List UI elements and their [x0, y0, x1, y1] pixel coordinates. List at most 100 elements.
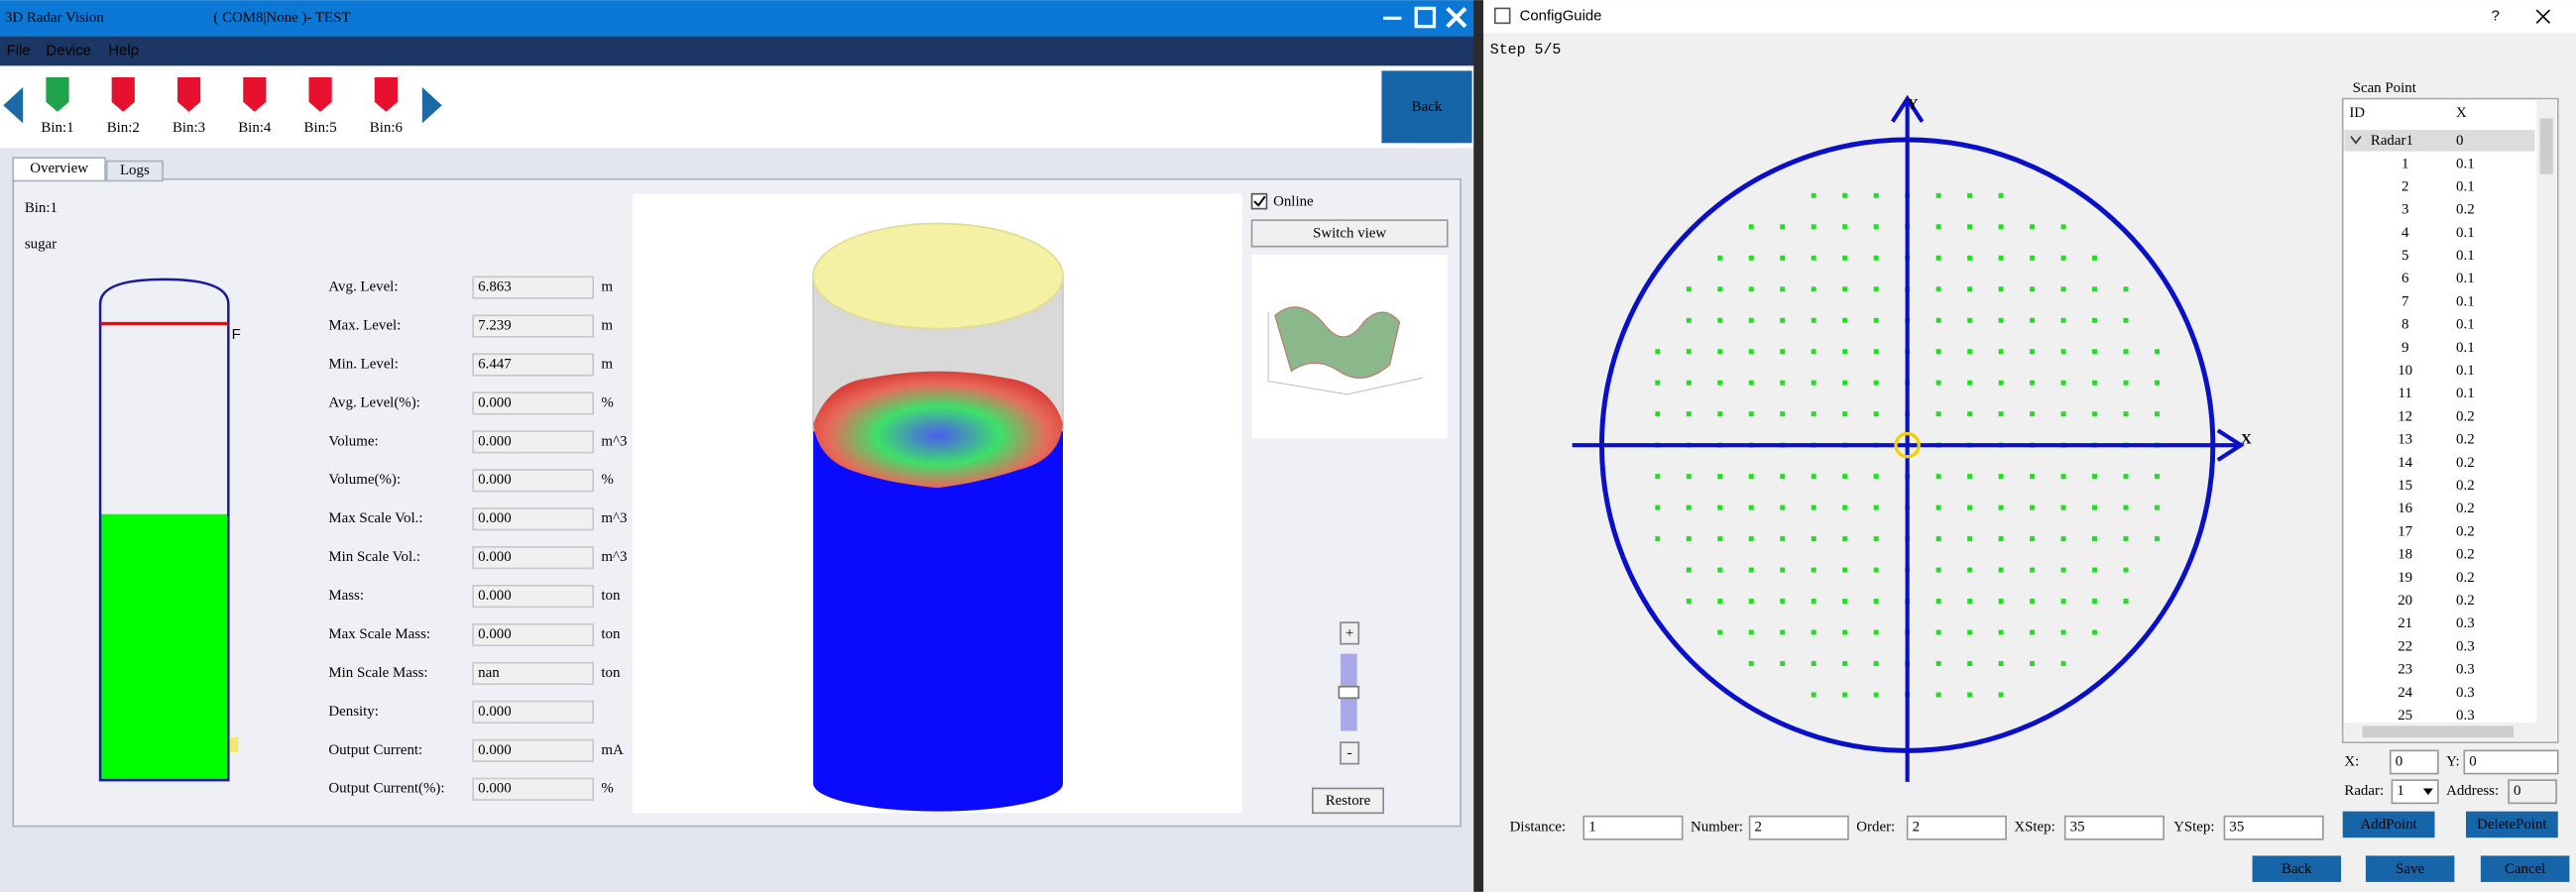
row-id[interactable]: 21	[2398, 615, 2412, 631]
row-id[interactable]: 13	[2398, 432, 2412, 448]
menu-item[interactable]: Help	[108, 43, 139, 58]
row-id[interactable]: 12	[2398, 408, 2412, 424]
row-id[interactable]: 8	[2401, 317, 2408, 333]
row-x[interactable]: 0.1	[2456, 248, 2475, 264]
delete-point-button-label[interactable]: DeletePoint	[2477, 817, 2547, 833]
param-input[interactable]	[1583, 817, 1682, 839]
param-value[interactable]: 35	[2229, 820, 2244, 836]
row-id[interactable]: 9	[2401, 340, 2408, 356]
row-x[interactable]: 0.2	[2456, 547, 2475, 563]
scan-dot	[2061, 224, 2066, 229]
row-x[interactable]: 0.2	[2456, 570, 2475, 586]
param-value[interactable]: 1	[1588, 820, 1595, 836]
row-id[interactable]: 7	[2401, 293, 2409, 309]
row-id[interactable]: 24	[2398, 685, 2412, 701]
row-x[interactable]: 0.2	[2456, 202, 2475, 218]
field-value[interactable]: 0	[2469, 753, 2476, 769]
row-x[interactable]: 0.2	[2456, 593, 2475, 609]
row-id[interactable]: 16	[2398, 501, 2412, 516]
menu-item[interactable]: File	[7, 43, 31, 58]
row-id[interactable]: 15	[2398, 478, 2412, 494]
row-x[interactable]: 0.1	[2456, 363, 2475, 379]
row-id[interactable]: 25	[2398, 708, 2412, 724]
row-x[interactable]: 0.3	[2456, 615, 2475, 631]
switch-view-button-label[interactable]: Switch view	[1313, 226, 1386, 242]
add-point-button-label[interactable]: AddPoint	[2361, 817, 2418, 833]
row-x[interactable]: 0.2	[2456, 455, 2475, 471]
param-value[interactable]: 2	[1913, 820, 1920, 836]
row-id[interactable]: 19	[2398, 570, 2412, 586]
scan-dot	[1812, 411, 1816, 416]
bin-label[interactable]: Bin:1	[41, 120, 73, 136]
row-id[interactable]: 23	[2398, 662, 2412, 678]
scan-dot	[1780, 599, 1785, 604]
param-value[interactable]: 35	[2070, 820, 2085, 836]
row-x[interactable]: 0.2	[2456, 408, 2475, 424]
scan-dot	[1717, 505, 1722, 510]
bin-label[interactable]: Bin:3	[173, 120, 205, 136]
row-id[interactable]: 18	[2398, 547, 2412, 563]
h-scroll-thumb[interactable]	[2363, 725, 2514, 737]
field-value[interactable]: 1	[2397, 783, 2403, 799]
field-label: Max Scale Vol.:	[328, 510, 422, 526]
row-id[interactable]: 6	[2401, 271, 2409, 286]
scan-dot	[1999, 630, 2004, 635]
zoom-handle[interactable]	[1339, 687, 1358, 699]
param-value[interactable]: 2	[1755, 820, 1762, 836]
row-x[interactable]: 0.2	[2456, 432, 2475, 448]
row-id[interactable]: 17	[2398, 523, 2412, 539]
row-id[interactable]: 1	[2401, 156, 2408, 171]
zoom-in-button-label[interactable]: +	[1346, 625, 1353, 641]
row-x[interactable]: 0.1	[2456, 225, 2475, 241]
bin-label[interactable]: Bin:6	[370, 120, 404, 136]
row-x[interactable]: 0.2	[2456, 478, 2475, 494]
row-x[interactable]: 0.3	[2456, 708, 2475, 724]
dialog-button-label[interactable]: Cancel	[2505, 861, 2545, 877]
row-x[interactable]: 0.1	[2456, 293, 2475, 309]
bin-label[interactable]: Bin:5	[304, 120, 337, 136]
tab-label[interactable]: Overview	[30, 161, 88, 176]
help-button[interactable]: ?	[2492, 9, 2500, 25]
row-id[interactable]: 5	[2401, 248, 2408, 264]
row-x[interactable]: 0.2	[2456, 523, 2475, 539]
tab-label[interactable]: Logs	[120, 163, 150, 178]
row-id[interactable]: 11	[2399, 386, 2412, 401]
param-input[interactable]	[1750, 817, 1848, 839]
row-id[interactable]: 4	[2401, 225, 2409, 241]
row-id[interactable]: 10	[2398, 363, 2412, 379]
zoom-out-button-label[interactable]: -	[1347, 745, 1352, 761]
row-x[interactable]: 0.3	[2456, 685, 2475, 701]
row-x[interactable]: 0.2	[2456, 501, 2475, 516]
v-scroll-thumb[interactable]	[2540, 118, 2553, 173]
bin-label[interactable]: Bin:2	[107, 120, 140, 136]
online-label[interactable]: Online	[1273, 193, 1314, 209]
restore-button-label[interactable]: Restore	[1326, 793, 1371, 809]
v-scrollbar[interactable]	[2536, 100, 2556, 723]
row-x[interactable]: 0.3	[2456, 638, 2475, 654]
row-x[interactable]: 0.1	[2456, 271, 2475, 286]
back-button-label[interactable]: Back	[1412, 99, 1443, 115]
row-id[interactable]: 2	[2401, 178, 2408, 194]
scan-dot	[1749, 286, 1754, 291]
param-input[interactable]	[1908, 817, 2006, 839]
row-id[interactable]: 3	[2401, 202, 2408, 218]
row-x[interactable]: 0.1	[2456, 178, 2475, 194]
field-value[interactable]: 0	[2396, 753, 2402, 769]
row-x[interactable]: 0.1	[2456, 156, 2475, 171]
row-x[interactable]: 0.1	[2456, 386, 2475, 401]
row-x[interactable]: 0.1	[2456, 317, 2475, 333]
input-box[interactable]	[2464, 750, 2557, 773]
row-id[interactable]: 14	[2398, 455, 2412, 471]
dialog-button-label[interactable]: Back	[2282, 861, 2312, 877]
field-value: 0.000	[478, 742, 512, 758]
field-value[interactable]: 0	[2514, 783, 2520, 799]
row-x[interactable]: 0	[2456, 133, 2463, 149]
dialog-button-label[interactable]: Save	[2396, 861, 2424, 877]
row-id[interactable]: 20	[2398, 593, 2412, 609]
row-id[interactable]: Radar1	[2371, 133, 2413, 149]
menu-item[interactable]: Device	[46, 43, 91, 58]
bin-label[interactable]: Bin:4	[238, 120, 272, 136]
row-id[interactable]: 22	[2398, 638, 2412, 654]
row-x[interactable]: 0.1	[2456, 340, 2475, 356]
row-x[interactable]: 0.3	[2456, 662, 2475, 678]
